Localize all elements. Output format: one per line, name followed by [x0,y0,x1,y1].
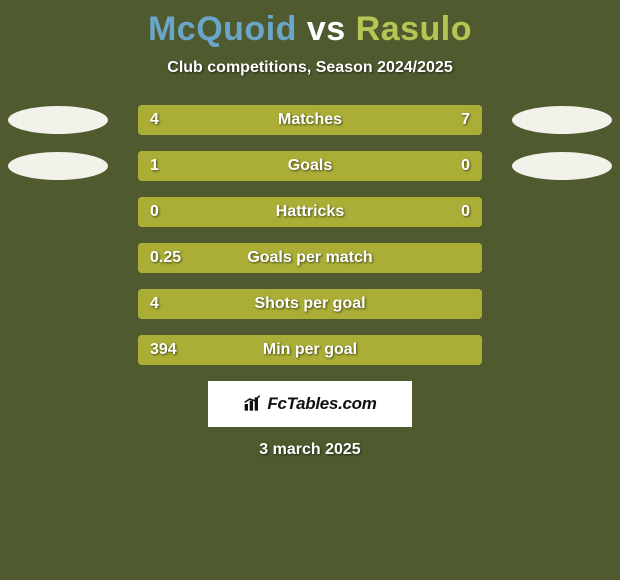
stat-bar-track: Matches4 7 [138,105,482,135]
stat-row: Goals per match0.25 [0,243,620,273]
stat-value-a: 4 [150,105,159,135]
stat-value-b: 7 [461,105,470,135]
stat-value-a: 1 [150,151,159,181]
player-a-name: McQuoid [148,10,297,48]
stat-bar-track: Hattricks0 0 [138,197,482,227]
stat-bar-track: Min per goal394 [138,335,482,365]
stat-label: Shots per goal [138,289,482,319]
brand-text: FcTables.com [267,394,376,414]
bars-icon [243,394,263,414]
stat-row: Shots per goal4 [0,289,620,319]
stat-label: Min per goal [138,335,482,365]
brand-badge: FcTables.com [208,381,412,427]
player-a-oval [8,152,108,180]
stat-row: Hattricks0 0 [0,197,620,227]
stat-bar-track: Goals1 0 [138,151,482,181]
stat-label: Goals per match [138,243,482,273]
stat-row: Matches4 7 [0,105,620,135]
player-a-oval [8,106,108,134]
comparison-card: McQuoid vs Rasulo Club competitions, Sea… [0,0,620,580]
stat-row: Min per goal394 [0,335,620,365]
player-b-oval [512,152,612,180]
stat-row: Goals1 0 [0,151,620,181]
stat-value-b: 0 [461,151,470,181]
stat-label: Matches [138,105,482,135]
stat-label: Hattricks [138,197,482,227]
stat-value-a: 0 [150,197,159,227]
stat-value-a: 0.25 [150,243,181,273]
stat-value-a: 4 [150,289,159,319]
stat-bar-track: Goals per match0.25 [138,243,482,273]
player-b-oval [512,106,612,134]
stat-value-b: 0 [461,197,470,227]
stats-container: Matches47Goals10Hattricks00Goals per mat… [0,105,620,365]
player-b-name: Rasulo [356,10,472,48]
stat-label: Goals [138,151,482,181]
stat-bar-track: Shots per goal4 [138,289,482,319]
date-label: 3 march 2025 [0,441,620,459]
vs-label: vs [307,10,346,48]
stat-value-a: 394 [150,335,177,365]
subtitle: Club competitions, Season 2024/2025 [0,59,620,77]
page-title: McQuoid vs Rasulo [0,10,620,49]
